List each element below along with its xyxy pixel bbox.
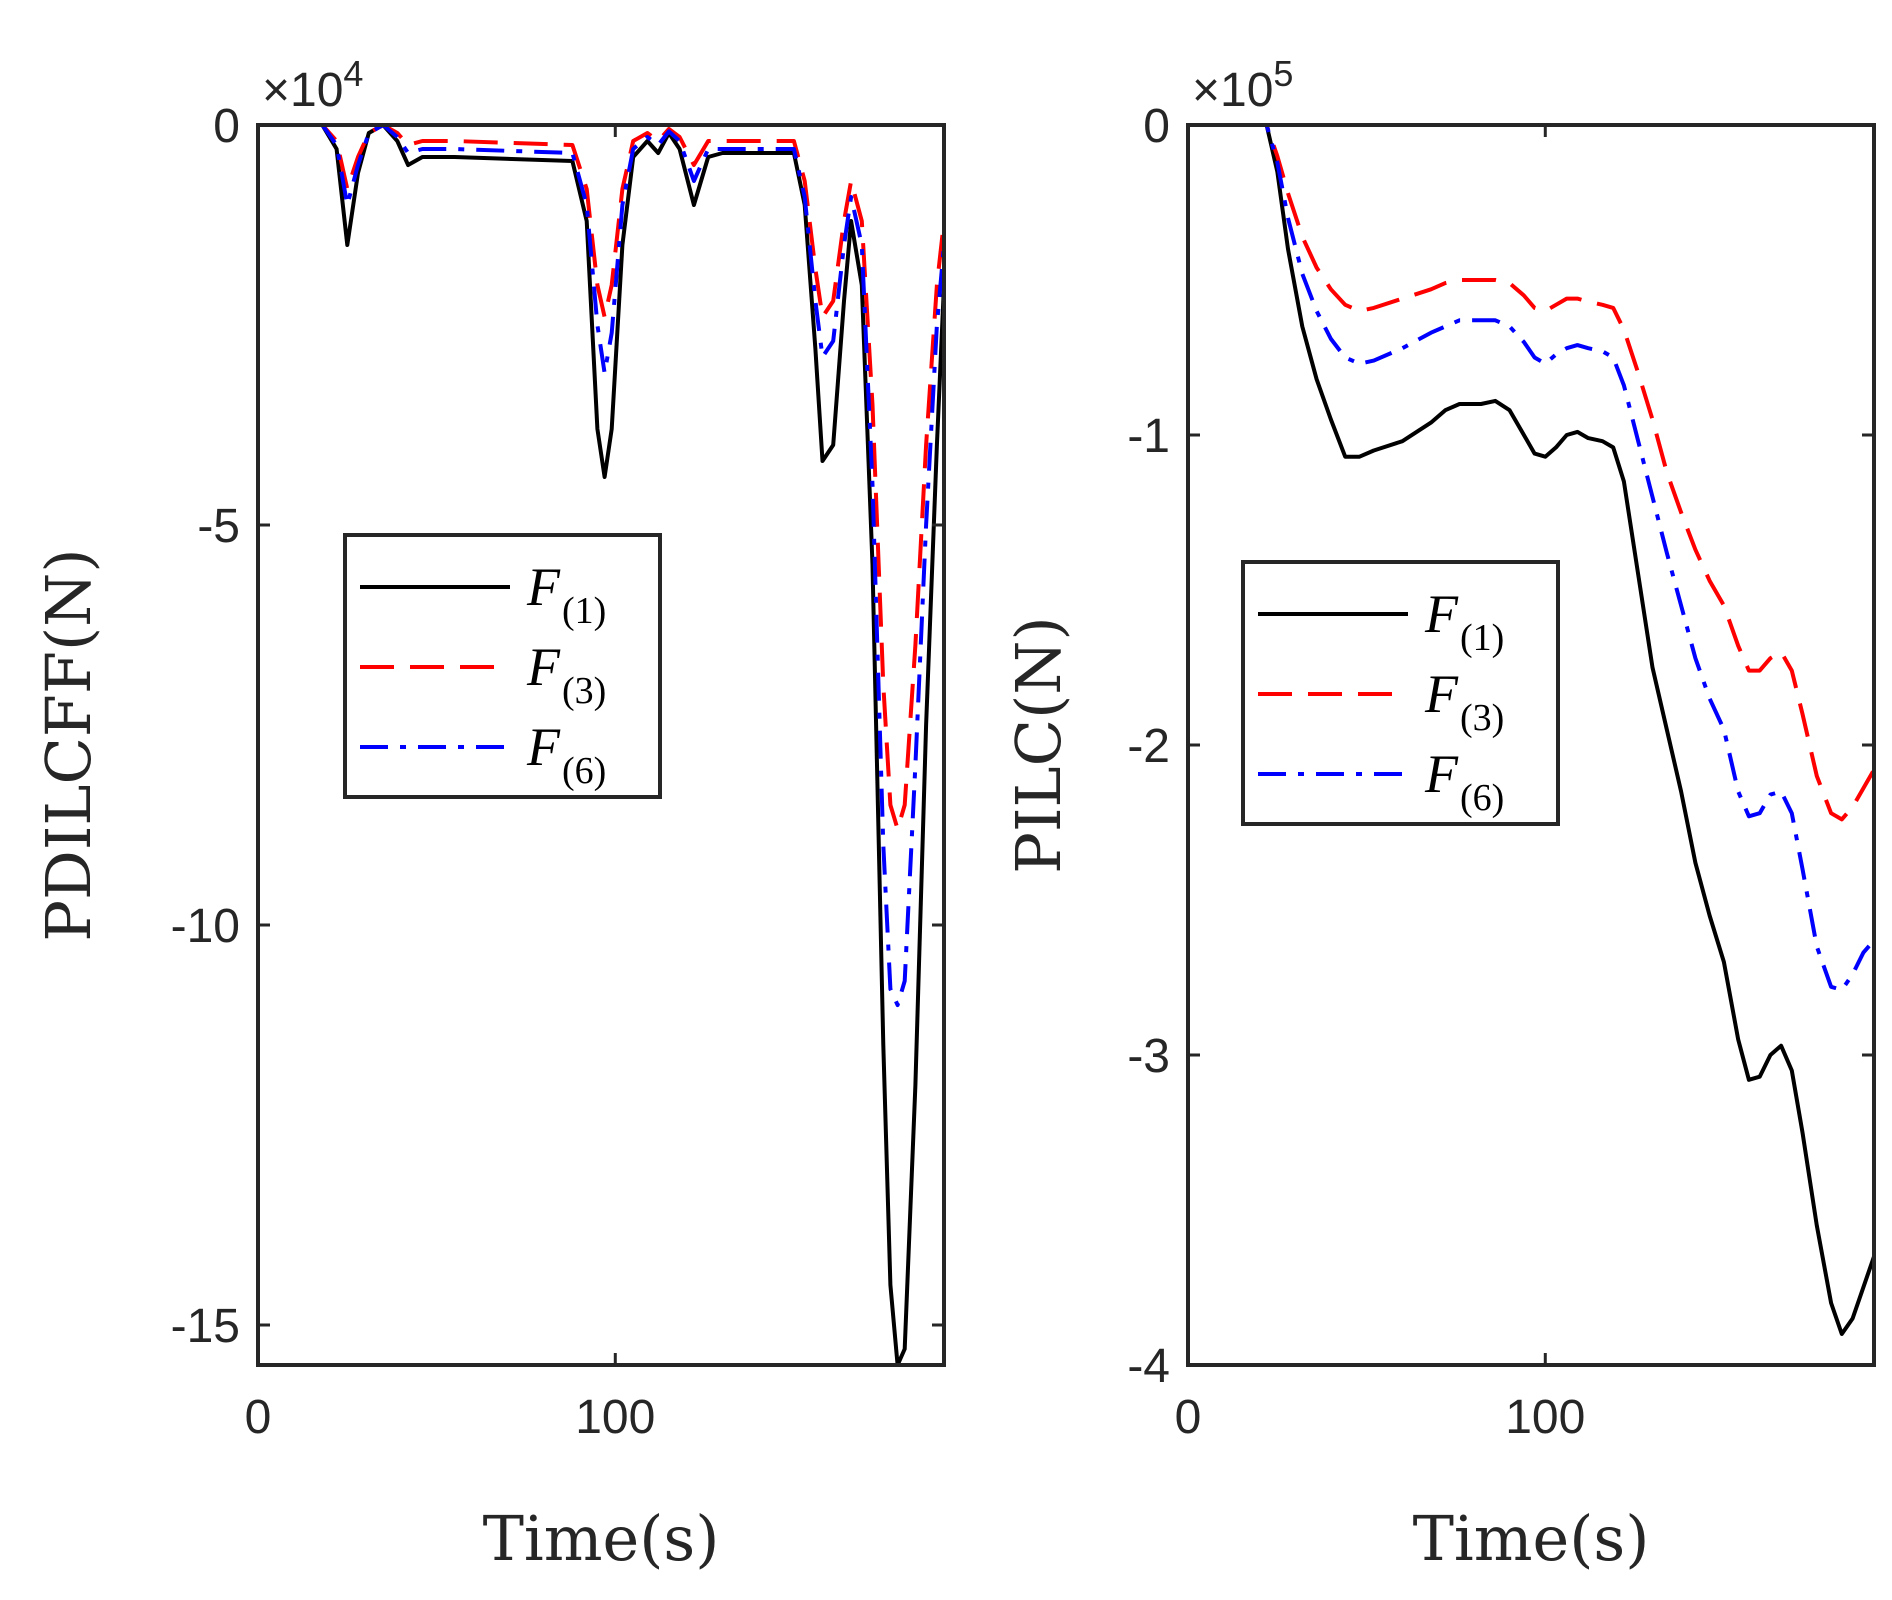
left-exponent-label: ×104 [262, 53, 363, 117]
left-x-axis-label: Time(s) [483, 1502, 720, 1575]
left-plot-lines [258, 125, 944, 1365]
y-tick-label: 0 [213, 100, 240, 153]
right-exponent-label: ×105 [1192, 53, 1293, 117]
y-tick-label: -10 [171, 900, 240, 953]
left-chart-panel: 0 -5 -10 -15 0 100 ×104 Time(s) PDILCFF(N) F… [32, 53, 946, 1575]
series-line-1 [258, 125, 944, 1365]
right-x-axis-label: Time(s) [1413, 1502, 1650, 1575]
x-tick-label: 0 [245, 1391, 272, 1444]
left-legend: F(1)F(3)F(6) [343, 533, 662, 799]
series-line-1 [1188, 125, 1874, 1336]
x-tick-label: 0 [1175, 1391, 1202, 1444]
right-chart-panel: 0 -1 -2 -3 -4 0 100 ×105 Time(s) PILC(N) F(1)… [1002, 53, 1876, 1575]
right-legend-box [1241, 560, 1560, 826]
series-line-6 [1188, 125, 1874, 992]
legend-label: F(3) [526, 637, 606, 712]
right-y-axis-label: PILC(N) [1002, 616, 1075, 873]
left-axes-box [256, 123, 946, 1367]
legend-label: F(3) [1424, 664, 1504, 739]
left-x-ticks: 0 100 [245, 125, 655, 1444]
left-y-axis-label: PDILCFF(N) [32, 548, 105, 941]
y-tick-label: -5 [197, 500, 240, 553]
series-line-3 [258, 125, 944, 831]
y-tick-label: -1 [1127, 410, 1170, 463]
right-plot-lines [1188, 125, 1874, 1336]
x-tick-label: 100 [575, 1391, 655, 1444]
legend-label: F(1) [1424, 584, 1504, 659]
y-tick-label: -4 [1127, 1340, 1170, 1393]
series-line-6 [258, 125, 944, 1007]
y-tick-label: -15 [171, 1300, 240, 1353]
legend-label: F(6) [1424, 744, 1504, 819]
right-x-ticks: 0 100 [1175, 125, 1585, 1444]
y-tick-label: 0 [1143, 100, 1170, 153]
right-y-ticks: 0 -1 -2 -3 -4 [1127, 100, 1874, 1393]
series-line-3 [1188, 125, 1874, 822]
legend-label: F(6) [526, 717, 606, 792]
y-tick-label: -3 [1127, 1030, 1170, 1083]
y-tick-label: -2 [1127, 720, 1170, 773]
x-tick-label: 100 [1505, 1391, 1585, 1444]
right-axes-box [1186, 123, 1876, 1367]
left-legend-box [343, 533, 662, 799]
right-legend: F(1)F(3)F(6) [1241, 560, 1560, 826]
legend-label: F(1) [526, 557, 606, 632]
